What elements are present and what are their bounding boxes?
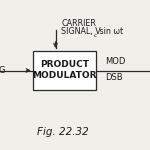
Text: G: G — [0, 66, 5, 75]
Text: SIGNAL, V: SIGNAL, V — [61, 27, 101, 36]
Text: MOD: MOD — [105, 57, 125, 66]
Text: MODULATOR: MODULATOR — [32, 70, 97, 80]
Text: CARRIER: CARRIER — [61, 20, 96, 28]
Text: sin ωt: sin ωt — [97, 27, 123, 36]
Text: DSB: DSB — [105, 74, 123, 82]
Text: PRODUCT: PRODUCT — [40, 60, 89, 69]
Text: Fig. 22.32: Fig. 22.32 — [37, 127, 89, 137]
Bar — [33, 51, 96, 90]
Text: c: c — [94, 33, 97, 38]
